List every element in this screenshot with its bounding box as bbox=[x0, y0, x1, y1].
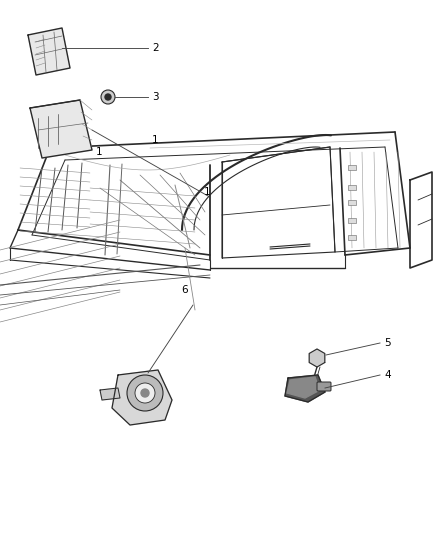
Circle shape bbox=[101, 90, 115, 104]
Text: 6: 6 bbox=[182, 285, 188, 295]
Circle shape bbox=[141, 389, 149, 397]
FancyBboxPatch shape bbox=[317, 382, 331, 391]
Polygon shape bbox=[30, 100, 92, 158]
Bar bbox=[348, 218, 356, 223]
Text: 1: 1 bbox=[96, 147, 102, 157]
Polygon shape bbox=[100, 388, 120, 400]
Polygon shape bbox=[309, 349, 325, 367]
Bar bbox=[348, 235, 356, 240]
Text: 1: 1 bbox=[152, 135, 159, 145]
Circle shape bbox=[135, 383, 155, 403]
Polygon shape bbox=[287, 377, 320, 398]
Polygon shape bbox=[28, 28, 70, 75]
Polygon shape bbox=[112, 370, 172, 425]
Text: 4: 4 bbox=[384, 370, 391, 380]
Bar bbox=[348, 165, 356, 170]
Text: 2: 2 bbox=[152, 43, 159, 53]
Text: 1: 1 bbox=[204, 187, 211, 197]
Circle shape bbox=[105, 94, 111, 100]
Bar bbox=[348, 200, 356, 205]
Text: 3: 3 bbox=[152, 92, 159, 102]
Polygon shape bbox=[285, 375, 325, 402]
Bar bbox=[348, 185, 356, 190]
Text: 5: 5 bbox=[384, 338, 391, 348]
Circle shape bbox=[127, 375, 163, 411]
